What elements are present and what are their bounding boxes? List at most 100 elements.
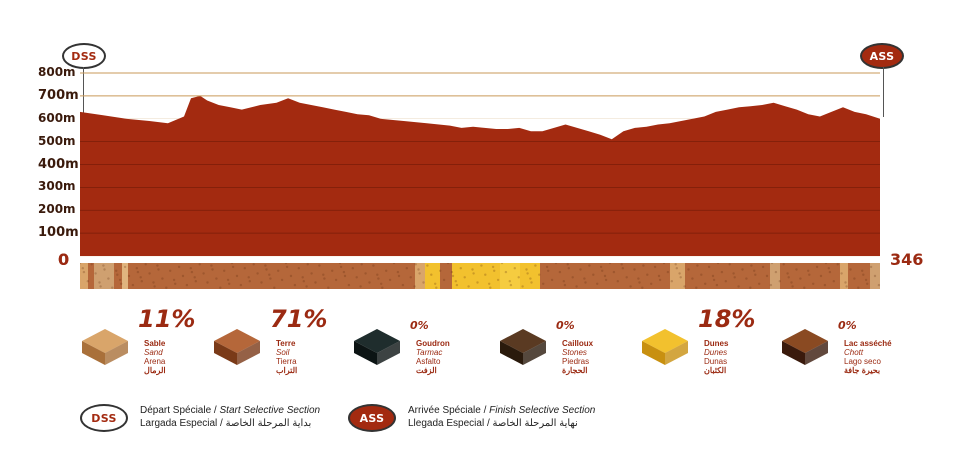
terrain-texture-dot — [247, 276, 250, 279]
terrain-texture-dot — [193, 276, 196, 279]
terrain-texture-dot — [252, 263, 255, 266]
terrain-texture-dot — [194, 280, 197, 283]
terrain-texture-dot — [489, 286, 492, 289]
terrain-name-ar: الزفت — [416, 366, 437, 375]
terrain-name-es: Dunas — [704, 357, 728, 366]
terrain-texture-dot — [791, 285, 794, 288]
terrain-texture-dot — [165, 286, 168, 289]
terrain-texture-dot — [554, 263, 558, 265]
terrain-texture-dot — [480, 264, 483, 267]
terrain-texture-dot — [181, 274, 185, 278]
terrain-texture-dot — [601, 269, 604, 272]
terrain-texture-dot — [219, 286, 222, 289]
terrain-texture-dot — [377, 277, 380, 280]
terrain-texture-dot — [778, 280, 781, 283]
terrain-texture-dot — [562, 280, 565, 283]
terrain-strip-segment — [520, 263, 540, 289]
terrain-texture-dot — [704, 282, 707, 285]
terrain-texture-dot — [873, 274, 877, 278]
terrain-texture-dot — [396, 270, 400, 274]
terrain-texture-dot — [381, 286, 384, 289]
terrain-texture-dot — [840, 272, 843, 275]
terrain-texture-dot — [815, 265, 819, 269]
terrain-texture-dot — [745, 277, 748, 280]
terrain-name-en: Chott — [844, 348, 864, 357]
terrain-texture-dot — [413, 285, 416, 288]
terrain-texture-dot — [116, 273, 119, 276]
terrain-texture-dot — [612, 270, 616, 274]
terrain-texture-dot — [525, 268, 528, 271]
terrain-texture-dot — [248, 280, 251, 283]
terrain-texture-dot — [529, 277, 532, 280]
terrain-name-fr: Cailloux — [562, 339, 594, 348]
terrain-texture-dot — [629, 285, 632, 288]
terrain-texture-dot — [289, 274, 293, 278]
terrain-texture-dot — [633, 268, 636, 271]
terrain-texture-dot — [293, 283, 297, 287]
terrain-texture-dot — [301, 276, 304, 279]
terrain-texture-dot — [318, 264, 321, 267]
terrain-texture-dot — [268, 273, 271, 276]
start-badge: DSS — [62, 43, 106, 69]
terrain-texture-dot — [526, 272, 529, 275]
terrain-texture-dot — [566, 263, 569, 266]
terrain-texture-dot — [513, 267, 516, 270]
terrain-tile-icon — [782, 329, 828, 365]
terrain-texture-dot — [849, 268, 852, 271]
terrain-texture-dot — [545, 265, 549, 269]
terrain-texture-dot — [127, 274, 131, 278]
terrain-texture-dot — [102, 264, 105, 267]
finish-pin — [883, 67, 884, 117]
terrain-texture-dot — [853, 277, 856, 280]
terrain-texture-dot — [484, 273, 487, 276]
terrain-texture-dot — [496, 278, 500, 282]
terrain-texture-dot — [339, 265, 343, 269]
legend-start-text: Départ Spéciale / Start Selective Sectio… — [140, 404, 320, 430]
terrain-names: Terre Soil Tierra التراب — [276, 339, 297, 375]
elevation-profile-chart — [80, 72, 880, 257]
terrain-strip-segment — [870, 263, 880, 289]
terrain-names: Dunes Dunes Dunas الكثبان — [704, 339, 728, 375]
terrain-strip-segment — [540, 263, 670, 289]
terrain-texture-dot — [347, 283, 351, 287]
terrain-texture-dot — [280, 278, 284, 282]
terrain-texture-dot — [844, 281, 847, 284]
terrain-texture-dot — [260, 281, 263, 284]
terrain-texture-dot — [828, 270, 832, 274]
terrain-name-en: Soil — [276, 348, 290, 357]
y-tick-label: 600m — [38, 110, 76, 125]
legend-start-badge: DSS — [80, 404, 128, 432]
terrain-texture-dot — [472, 272, 475, 275]
terrain-texture-dot — [385, 269, 388, 272]
terrain-texture-dot — [409, 276, 412, 279]
terrain-texture-dot — [588, 264, 591, 267]
terrain-texture-dot — [215, 277, 218, 280]
terrain-texture-dot — [211, 268, 214, 271]
y-tick-label: 800m — [38, 65, 76, 79]
terrain-strip-segment — [94, 263, 114, 289]
terrain-name-es: Arena — [144, 357, 166, 366]
terrain-texture-dot — [422, 281, 425, 284]
y-tick-label: 400m — [38, 156, 79, 172]
terrain-texture-dot — [153, 285, 156, 288]
terrain-texture-dot — [790, 281, 793, 284]
terrain-texture-dot — [683, 285, 686, 288]
terrain-texture-dot — [567, 267, 570, 270]
terrain-name-fr: Lac asséché — [844, 339, 892, 348]
terrain-texture-dot — [360, 263, 363, 266]
terrain-percentage: 11% — [138, 305, 196, 333]
terrain-texture-dot — [115, 269, 118, 272]
terrain-texture-dot — [812, 282, 815, 285]
terrain-name-es: Tierra — [276, 357, 297, 366]
terrain-name-fr: Goudron — [416, 339, 450, 348]
terrain-strip-segment — [670, 263, 685, 289]
legend-finish-fr: Arrivée Spéciale / — [408, 405, 487, 416]
terrain-texture-dot — [82, 270, 86, 274]
terrain-texture-dot — [157, 268, 160, 271]
terrain-name-ar: التراب — [276, 366, 298, 375]
terrain-name-es: Piedras — [562, 357, 590, 366]
terrain-texture-dot — [521, 285, 524, 288]
terrain-texture-dot — [123, 265, 127, 269]
terrain-texture-dot — [388, 278, 392, 282]
terrain-strip-segment — [500, 263, 520, 289]
